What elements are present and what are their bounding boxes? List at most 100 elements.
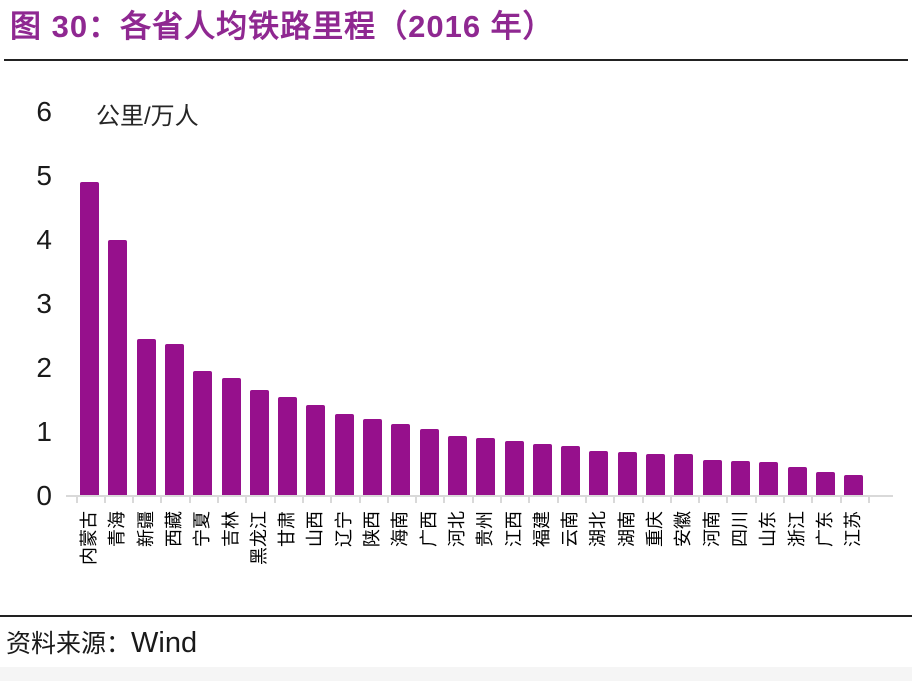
- bar: [193, 371, 213, 496]
- bar: [221, 377, 241, 496]
- x-axis-tick: [867, 495, 870, 503]
- x-axis-tick: [132, 495, 135, 503]
- x-axis-label: 山东: [758, 511, 779, 547]
- x-axis-label: 宁夏: [192, 511, 213, 547]
- bar: [306, 405, 326, 496]
- x-axis-tick: [188, 495, 191, 503]
- x-axis-label: 山西: [305, 511, 326, 547]
- bar: [759, 462, 779, 496]
- bar: [249, 390, 269, 496]
- x-axis-baseline: [66, 495, 893, 497]
- x-axis-label: 西藏: [163, 511, 184, 547]
- x-axis-label: 重庆: [645, 511, 665, 547]
- y-axis-unit-label: 公里/万人: [96, 103, 199, 130]
- bar: [532, 443, 552, 496]
- bar: [815, 472, 835, 496]
- source-label: 资料来源：: [6, 631, 132, 658]
- bar: [419, 428, 439, 496]
- x-axis-label: 吉林: [220, 511, 241, 547]
- bar: [476, 438, 496, 496]
- bar: [164, 343, 184, 496]
- x-axis-tick: [528, 495, 531, 503]
- bar: [391, 424, 411, 496]
- x-axis-label: 湖北: [588, 511, 609, 547]
- x-axis-tick: [386, 495, 389, 503]
- title-divider-line: [4, 59, 908, 61]
- x-axis-label: 四川: [729, 511, 750, 547]
- y-axis-tick-label: 6: [36, 96, 52, 127]
- x-axis-label: 辽宁: [333, 511, 354, 547]
- bar: [334, 414, 354, 496]
- x-axis-label: 甘肃: [277, 511, 298, 547]
- bar: [504, 440, 524, 496]
- x-axis-label: 黑龙江: [248, 511, 269, 565]
- x-axis-tick: [75, 495, 78, 503]
- x-axis-label: 云南: [560, 511, 581, 547]
- x-axis-tick: [443, 495, 446, 503]
- x-axis-label: 广西: [418, 511, 439, 547]
- x-axis-label: 江苏: [843, 511, 864, 547]
- x-axis-label: 海南: [390, 511, 411, 547]
- bar: [787, 467, 807, 496]
- x-axis-label: 广东: [814, 511, 835, 547]
- x-axis-tick: [584, 495, 587, 503]
- bar: [363, 419, 382, 496]
- y-axis-tick-label: 4: [36, 224, 52, 255]
- x-axis-tick: [103, 495, 106, 503]
- x-axis-tick: [500, 495, 502, 503]
- x-axis-tick: [698, 495, 701, 503]
- figure-title: 图 30：各省人均铁路里程（2016 年）: [10, 9, 555, 44]
- bar: [730, 460, 750, 496]
- bar: [646, 453, 665, 496]
- bar: [278, 396, 298, 496]
- page-bottom-band: [0, 667, 912, 681]
- x-axis-tick: [245, 495, 248, 503]
- x-axis-tick: [273, 495, 276, 503]
- x-axis-label: 浙江: [786, 511, 807, 547]
- bar: [674, 454, 694, 496]
- x-axis-tick: [613, 495, 616, 503]
- x-axis-label: 江西: [503, 511, 524, 547]
- x-axis-tick: [754, 495, 757, 503]
- source-value: Wind: [131, 627, 198, 659]
- x-axis-tick: [217, 495, 219, 503]
- y-axis-tick-label: 1: [36, 416, 52, 447]
- y-axis-tick-label: 3: [36, 288, 52, 319]
- x-axis-tick: [839, 495, 842, 503]
- y-axis-tick-label: 5: [36, 160, 52, 191]
- x-axis-tick: [301, 495, 304, 503]
- x-axis-tick: [783, 495, 785, 503]
- x-axis-tick: [726, 495, 729, 503]
- y-axis-tick-label: 0: [36, 480, 52, 511]
- x-axis-tick: [358, 495, 361, 503]
- bar: [80, 182, 99, 496]
- bar: [108, 240, 128, 496]
- x-axis-label: 贵州: [475, 511, 496, 547]
- x-axis-tick: [330, 495, 333, 503]
- bar: [844, 474, 864, 496]
- x-axis-tick: [669, 495, 672, 503]
- bar: [589, 451, 609, 496]
- x-axis-tick: [415, 495, 418, 503]
- bar: [617, 452, 637, 496]
- x-axis-tick: [471, 495, 474, 503]
- x-axis-tick: [160, 495, 163, 503]
- bar: [136, 339, 156, 496]
- x-axis-label: 青海: [107, 511, 128, 547]
- x-axis-tick: [811, 495, 814, 503]
- x-axis-tick: [641, 495, 644, 503]
- x-axis-label: 河北: [446, 511, 467, 547]
- x-axis-label: 新疆: [135, 511, 156, 547]
- footer-divider-line: [0, 615, 912, 617]
- bar-chart: 公里/万人 0 1 2 3 4 5 6 内蒙古 青海 新疆 西藏 宁夏 吉林 黑龙江 甘肃 山西 辽宁 陕西 海南…: [0, 62, 912, 615]
- bar: [561, 446, 581, 496]
- x-axis-label: 陕西: [362, 511, 382, 547]
- x-axis-tick: [556, 495, 559, 503]
- x-axis-label: 湖南: [616, 511, 637, 547]
- x-axis-label: 内蒙古: [79, 511, 99, 565]
- bar: [447, 436, 467, 496]
- x-axis-label: 安徽: [673, 511, 694, 547]
- bar: [702, 459, 722, 496]
- x-axis-label: 河南: [701, 511, 722, 547]
